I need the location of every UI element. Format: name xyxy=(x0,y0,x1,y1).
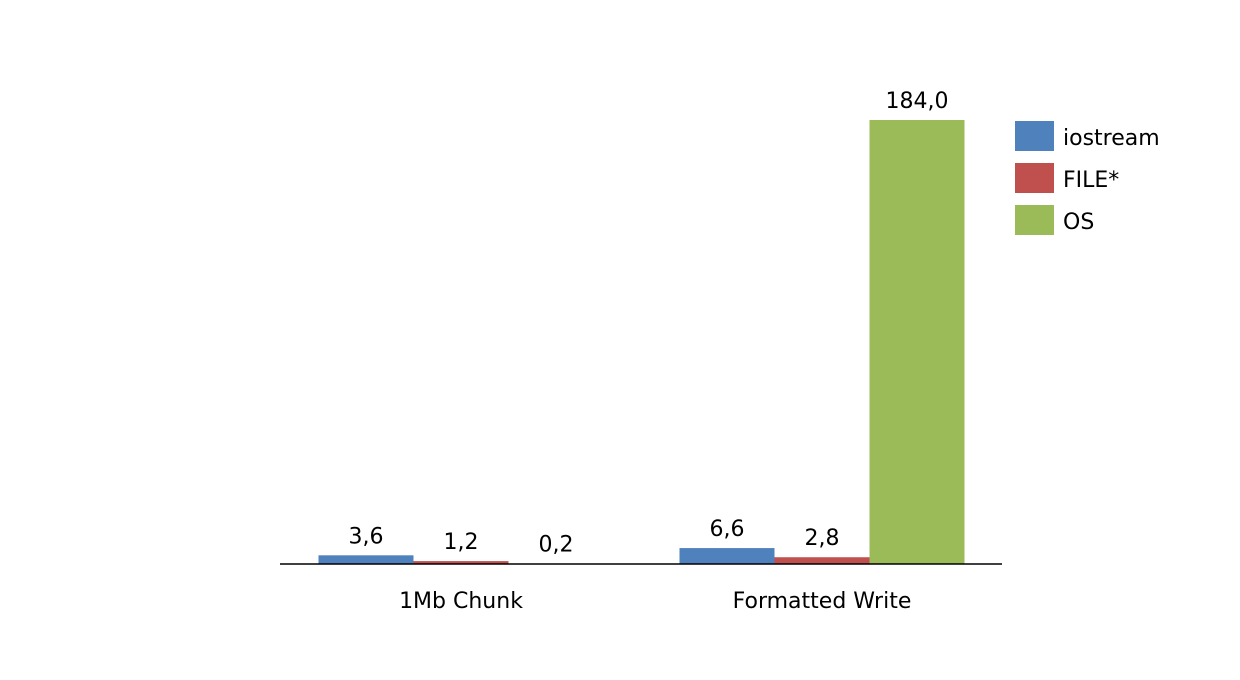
data-label-os-formatted-write: 184,0 xyxy=(886,89,949,114)
bar-file-formatted-write xyxy=(774,557,870,564)
legend-label-iostream: iostream xyxy=(1063,126,1160,151)
data-label-file-formatted-write: 2,8 xyxy=(805,526,840,551)
category-label-1mb-chunk: 1Mb Chunk xyxy=(399,589,523,614)
bar-os-formatted-write xyxy=(869,120,965,564)
data-label-iostream-1mb-chunk: 3,6 xyxy=(349,524,384,549)
legend-swatch-iostream xyxy=(1015,121,1054,151)
data-label-file-1mb-chunk: 1,2 xyxy=(444,530,479,555)
legend-label-os: OS xyxy=(1063,210,1094,235)
bar-iostream-1mb-chunk xyxy=(318,555,414,564)
legend-label-file: FILE* xyxy=(1063,168,1119,193)
bars-layer xyxy=(318,120,965,564)
data-label-os-1mb-chunk: 0,2 xyxy=(539,533,574,558)
bar-iostream-formatted-write xyxy=(679,548,775,564)
category-label-formatted-write: Formatted Write xyxy=(733,589,912,614)
bar-file-1mb-chunk xyxy=(413,561,509,564)
legend: iostream FILE* OS xyxy=(1015,121,1160,235)
legend-swatch-file xyxy=(1015,163,1054,193)
category-labels-layer: 1Mb Chunk Formatted Write xyxy=(399,589,911,614)
data-label-iostream-formatted-write: 6,6 xyxy=(710,517,745,542)
legend-swatch-os xyxy=(1015,205,1054,235)
data-labels-layer: 3,6 1,2 0,2 6,6 2,8 184,0 xyxy=(349,89,949,558)
